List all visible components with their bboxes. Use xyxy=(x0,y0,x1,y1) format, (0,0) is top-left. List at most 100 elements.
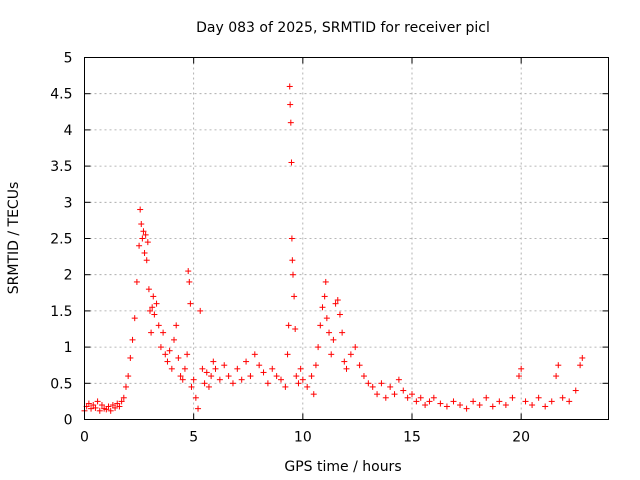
data-point xyxy=(310,391,317,398)
y-tick-label: 4.5 xyxy=(50,87,72,103)
data-point xyxy=(142,231,149,238)
data-point xyxy=(243,358,250,365)
x-tick-label: 15 xyxy=(403,430,421,446)
data-point xyxy=(164,358,171,365)
data-point xyxy=(105,403,112,410)
y-tick-label: 2 xyxy=(64,268,73,284)
data-point xyxy=(535,394,542,401)
data-point xyxy=(264,380,271,387)
data-point xyxy=(273,373,280,380)
chart-title: Day 083 of 2025, SRMTID for receiver pic… xyxy=(196,20,490,36)
data-point xyxy=(160,329,167,336)
data-point xyxy=(317,322,324,329)
data-point xyxy=(328,351,335,358)
data-point xyxy=(129,336,136,343)
y-tick-label: 0 xyxy=(64,413,73,429)
data-point xyxy=(404,394,411,401)
data-point xyxy=(542,403,549,410)
data-point xyxy=(555,362,562,369)
data-point xyxy=(409,391,415,398)
data-point xyxy=(502,402,509,409)
data-point xyxy=(292,326,299,332)
data-point xyxy=(116,403,123,410)
data-point xyxy=(450,398,457,405)
data-point xyxy=(352,344,359,351)
data-point xyxy=(122,383,129,390)
data-point xyxy=(369,383,376,390)
data-point xyxy=(139,235,146,242)
data-point xyxy=(312,362,319,369)
data-point xyxy=(208,373,215,380)
data-point xyxy=(304,383,311,390)
data-point xyxy=(221,362,228,369)
data-point xyxy=(151,311,158,318)
data-point xyxy=(186,278,193,285)
data-point xyxy=(287,119,294,126)
data-point xyxy=(295,380,302,387)
data-point xyxy=(489,403,496,410)
data-point xyxy=(192,394,199,401)
data-point xyxy=(326,329,333,336)
x-axis-title: GPS time / hours xyxy=(284,459,401,475)
data-point xyxy=(166,347,173,354)
data-point xyxy=(553,373,560,380)
data-point xyxy=(365,380,372,387)
data-point xyxy=(125,373,132,380)
data-point xyxy=(210,358,217,365)
data-point xyxy=(422,402,429,409)
data-point xyxy=(287,101,294,108)
data-point xyxy=(282,383,289,390)
data-point xyxy=(470,398,477,405)
data-point xyxy=(187,300,194,307)
data-point xyxy=(96,407,103,414)
data-point xyxy=(284,351,291,358)
data-point xyxy=(256,362,263,369)
data-point xyxy=(341,358,348,365)
data-point xyxy=(141,249,148,256)
data-point xyxy=(147,307,153,314)
data-point xyxy=(374,391,381,398)
data-point xyxy=(515,373,522,380)
data-point xyxy=(291,293,298,300)
data-point xyxy=(162,351,169,358)
data-point xyxy=(153,300,160,307)
data-point xyxy=(443,403,450,410)
data-point xyxy=(395,376,402,383)
data-point xyxy=(297,365,304,372)
data-point xyxy=(332,300,339,307)
data-point xyxy=(133,278,140,285)
data-point xyxy=(509,394,516,401)
y-tick-label: 2.5 xyxy=(50,232,72,248)
data-point xyxy=(400,387,407,394)
y-axis-title: SRMTID / TECUs xyxy=(6,182,22,295)
data-point xyxy=(360,373,367,380)
data-point xyxy=(286,83,293,90)
data-point xyxy=(559,394,566,401)
data-point xyxy=(251,351,258,358)
data-point xyxy=(216,376,223,383)
data-point xyxy=(290,271,297,278)
data-point xyxy=(260,369,267,376)
data-point xyxy=(229,380,236,387)
y-tick-label: 3.5 xyxy=(50,159,72,175)
data-point xyxy=(285,322,292,329)
data-point xyxy=(171,336,178,343)
data-point xyxy=(188,383,195,390)
data-point xyxy=(212,365,219,372)
data-point xyxy=(417,394,424,401)
data-point xyxy=(319,304,326,311)
data-point xyxy=(269,365,276,372)
data-point xyxy=(184,351,191,358)
data-point xyxy=(548,398,555,405)
data-point xyxy=(347,351,354,358)
data-point xyxy=(197,307,204,314)
data-point xyxy=(131,315,138,322)
data-point xyxy=(120,394,127,401)
y-tick-label: 0.5 xyxy=(50,376,72,392)
data-point xyxy=(205,383,212,390)
data-point xyxy=(150,293,157,300)
data-point xyxy=(378,380,385,387)
data-point xyxy=(288,159,295,166)
data-point xyxy=(98,402,105,409)
data-point xyxy=(199,365,206,372)
